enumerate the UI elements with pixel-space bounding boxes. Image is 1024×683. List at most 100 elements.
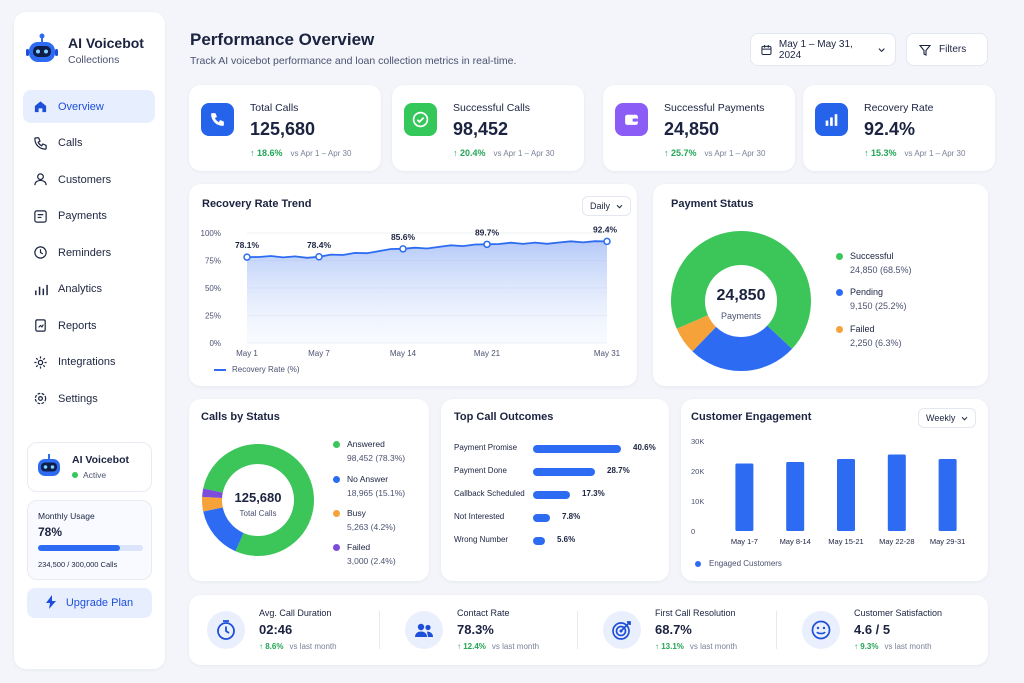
- legend-item-no-answer: No Answer 18,965 (15.1%): [333, 474, 405, 498]
- engagement-period-select[interactable]: Weekly: [918, 408, 977, 428]
- sidebar-item-integrations[interactable]: Integrations: [23, 346, 155, 379]
- metric-value: 02:46: [259, 622, 293, 637]
- usage-calls: 234,500 / 300,000 Calls: [38, 560, 118, 569]
- legend-label: Failed: [850, 324, 875, 334]
- outcome-row: Callback Scheduled 17.3%: [454, 489, 669, 501]
- divider: [577, 611, 578, 649]
- legend-label: Failed: [347, 542, 371, 552]
- check-circle-icon: [404, 103, 437, 136]
- metric-delta: ↑ 9.3%: [854, 642, 879, 651]
- data-label: 78.4%: [307, 240, 332, 250]
- upgrade-plan-label: Upgrade Plan: [65, 597, 134, 609]
- divider: [379, 611, 380, 649]
- chevron-down-icon: [616, 204, 623, 208]
- sidebar: AI Voicebot Collections Overview Calls C…: [14, 12, 165, 669]
- sidebar-item-overview[interactable]: Overview: [23, 90, 155, 123]
- payment-status-card: Payment Status 24,850 Payments Successfu…: [653, 184, 988, 386]
- engagement-period-label: Weekly: [926, 413, 956, 423]
- kpi-delta: ↑ 20.4%: [453, 148, 486, 158]
- sidebar-item-customers[interactable]: Customers: [23, 163, 155, 196]
- sidebar-item-label: Reports: [58, 319, 97, 332]
- x-tick-label: May 15-21: [828, 537, 863, 546]
- smile-icon: [802, 611, 840, 649]
- clock-icon: [34, 246, 47, 259]
- bottom-metrics-strip: Avg. Call Duration 02:46 ↑ 8.6% vs last m…: [189, 595, 988, 665]
- sidebar-item-settings[interactable]: Settings: [23, 382, 155, 415]
- legend-label: Pending: [850, 287, 884, 297]
- outcome-row: Not Interested 7.8%: [454, 512, 669, 524]
- kpi-card-successful-payments: Successful Payments 24,850 ↑ 25.7% vs Apr…: [603, 85, 795, 171]
- bar-chart-icon: [815, 103, 848, 136]
- sidebar-item-calls[interactable]: Calls: [23, 127, 155, 160]
- filters-label: Filters: [939, 44, 967, 55]
- date-range-picker[interactable]: May 1 – May 31, 2024: [750, 33, 896, 66]
- x-tick-label: May 21: [474, 349, 501, 358]
- sidebar-item-analytics[interactable]: Analytics: [23, 273, 155, 306]
- x-tick-label: May 29-31: [930, 537, 965, 546]
- legend-value: 3,000 (2.4%): [347, 556, 396, 566]
- kpi-delta: ↑ 25.7%: [664, 148, 697, 158]
- users-icon: [34, 173, 47, 186]
- phone-icon: [34, 136, 47, 150]
- filter-icon: [919, 44, 931, 56]
- metric-delta: ↑ 12.4%: [457, 642, 486, 651]
- donut-center-value: 24,850: [716, 287, 766, 304]
- recovery-rate-chart: 100% 75% 50% 25% 0% May 1 May 7 May 14 May 21 May…: [201, 224, 621, 358]
- kpi-delta: ↑ 15.3%: [864, 148, 897, 158]
- legend-item-busy: Busy 5,263 (4.2%): [333, 508, 396, 532]
- y-tick-label: 50%: [205, 284, 221, 293]
- sidebar-item-reports[interactable]: Reports: [23, 309, 155, 342]
- outcome-bar: [533, 491, 570, 499]
- donut-slice: [692, 325, 793, 371]
- donut-center-label: Payments: [720, 311, 762, 321]
- x-tick-label: May 22-28: [879, 537, 914, 546]
- outcome-percent: 28.7%: [607, 466, 630, 475]
- metric-label: Contact Rate: [457, 608, 510, 618]
- trend-legend-label: Recovery Rate (%): [232, 365, 300, 374]
- y-tick-label: 100%: [201, 229, 221, 238]
- data-point: [483, 240, 491, 249]
- data-point: [315, 253, 323, 261]
- robot-logo-icon: [26, 33, 58, 62]
- outcome-label: Payment Done: [454, 466, 507, 475]
- legend-value: 2,250 (6.3%): [850, 338, 902, 348]
- data-point: [399, 245, 407, 253]
- sidebar-item-payments[interactable]: Payments: [23, 200, 155, 233]
- kpi-value: 92.4%: [864, 119, 916, 139]
- sidebar-item-label: Customers: [58, 173, 112, 186]
- kpi-label: Recovery Rate: [864, 102, 934, 114]
- brand-subtitle: Collections: [68, 53, 120, 66]
- donut-slice: [202, 496, 223, 512]
- filters-button[interactable]: Filters: [906, 33, 988, 66]
- sidebar-item-reminders[interactable]: Reminders: [23, 236, 155, 269]
- home-icon: [34, 101, 47, 113]
- donut-center-value: 125,680: [234, 490, 282, 505]
- y-tick-label: 10K: [691, 497, 704, 506]
- report-icon: [35, 319, 46, 332]
- usage-label: Monthly Usage: [38, 511, 95, 521]
- kpi-comparison: vs Apr 1 – Apr 30: [704, 149, 766, 158]
- sidebar-item-label: Reminders: [58, 246, 112, 259]
- data-label: 85.6%: [391, 232, 416, 242]
- trend-legend: Recovery Rate (%): [214, 365, 300, 374]
- brand-title: AI Voicebot: [68, 34, 144, 51]
- donut-slice: [203, 444, 314, 556]
- card-title: Customer Engagement: [691, 411, 812, 423]
- outcome-label: Not Interested: [454, 512, 505, 521]
- sidebar-item-label: Analytics: [58, 283, 103, 295]
- robot-avatar-icon: [38, 454, 60, 476]
- card-title: Top Call Outcomes: [454, 411, 554, 423]
- divider: [776, 611, 777, 649]
- metric-comparison: vs last month: [884, 642, 932, 651]
- outcome-bar: [533, 514, 550, 522]
- card-title: Calls by Status: [201, 411, 280, 423]
- card-title: Payment Status: [671, 198, 754, 210]
- donut-slice: [203, 506, 244, 552]
- trend-period-select[interactable]: Daily: [582, 196, 632, 216]
- x-tick-label: May 1: [236, 349, 258, 358]
- upgrade-plan-button[interactable]: Upgrade Plan: [27, 588, 152, 618]
- metric-delta: ↑ 8.6%: [259, 642, 284, 651]
- active-status-dot: [72, 472, 78, 478]
- target-icon: [603, 611, 641, 649]
- metric-avg-call-duration: Avg. Call Duration 02:46 ↑ 8.6% vs last m…: [189, 595, 379, 665]
